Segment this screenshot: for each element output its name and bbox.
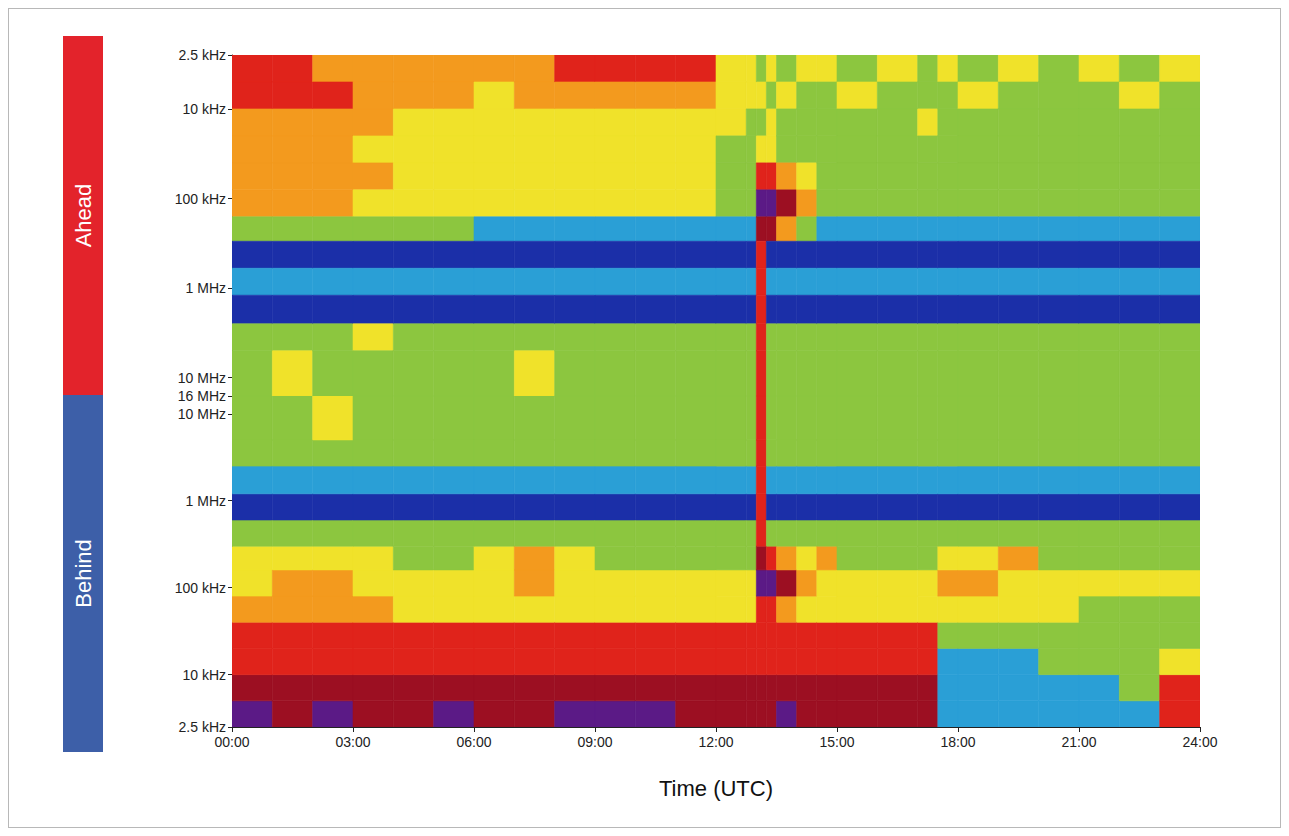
svg-text:100 kHz: 100 kHz	[175, 580, 226, 596]
svg-text:16 MHz: 16 MHz	[178, 388, 226, 404]
svg-text:Ahead: Ahead	[71, 184, 96, 248]
svg-text:00:00: 00:00	[214, 734, 249, 750]
svg-text:Behind: Behind	[71, 539, 96, 608]
svg-text:12:00: 12:00	[698, 734, 733, 750]
svg-text:21:00: 21:00	[1061, 734, 1096, 750]
svg-text:03:00: 03:00	[335, 734, 370, 750]
svg-text:09:00: 09:00	[577, 734, 612, 750]
svg-text:100 kHz: 100 kHz	[175, 191, 226, 207]
svg-text:2.5 kHz: 2.5 kHz	[179, 47, 226, 63]
svg-text:15:00: 15:00	[819, 734, 854, 750]
svg-text:Time (UTC): Time (UTC)	[659, 776, 773, 801]
svg-text:10 MHz: 10 MHz	[178, 370, 226, 386]
svg-text:1 MHz: 1 MHz	[186, 280, 226, 296]
svg-text:10 MHz: 10 MHz	[178, 406, 226, 422]
svg-text:2.5 kHz: 2.5 kHz	[179, 719, 226, 735]
svg-text:1 MHz: 1 MHz	[186, 493, 226, 509]
svg-text:06:00: 06:00	[456, 734, 491, 750]
svg-text:24:00: 24:00	[1182, 734, 1217, 750]
svg-text:10 kHz: 10 kHz	[182, 101, 226, 117]
svg-text:10 kHz: 10 kHz	[182, 667, 226, 683]
svg-text:18:00: 18:00	[940, 734, 975, 750]
